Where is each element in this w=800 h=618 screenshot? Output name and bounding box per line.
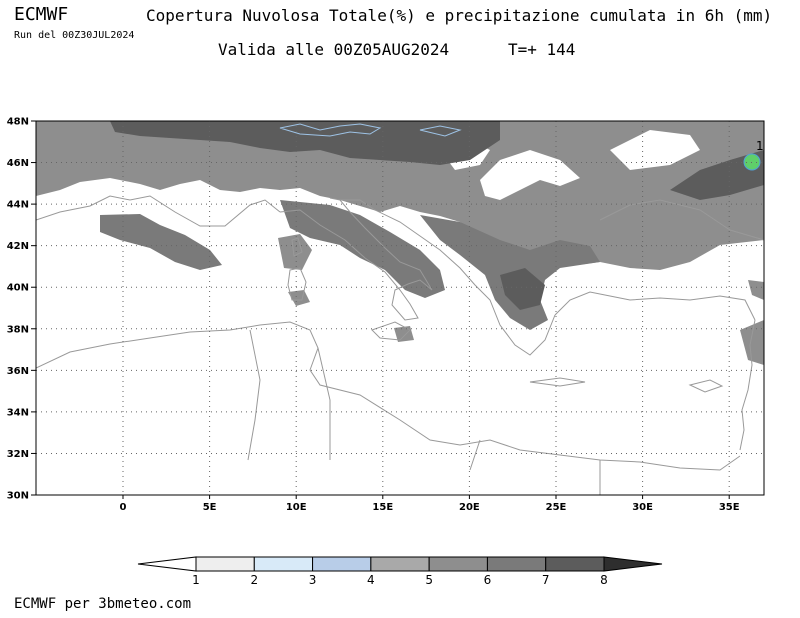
colorbar-label: 5 — [425, 573, 433, 587]
coastline-black-sea — [599, 199, 764, 241]
colorbar-label: 4 — [367, 573, 375, 587]
lat-label: 42N — [7, 241, 29, 252]
coastline-corsica — [291, 237, 303, 257]
lon-label: 0 — [120, 502, 127, 513]
coastline-north-africa — [36, 321, 741, 471]
lat-label: 46N — [7, 158, 29, 169]
coastline-sardinia — [287, 267, 307, 301]
map-title: Copertura Nuvolosa Totale(%) e precipita… — [146, 6, 773, 25]
colorbar-min-arrow — [137, 556, 197, 572]
longitude-labels: 0 5E 10E 15E 20E 25E 30E 35E — [120, 502, 740, 513]
lon-label: 35E — [719, 502, 740, 513]
precip-cell-east — [743, 153, 761, 171]
lat-label: 30N — [7, 491, 29, 502]
coastlines — [36, 195, 764, 495]
cloud-area-italy — [280, 200, 445, 298]
latitude-labels: 48N 46N 44N 42N 40N 38N 36N 34N 32N 30N — [7, 117, 29, 502]
colorbar-bin — [486, 556, 547, 572]
lon-label: 5E — [203, 502, 217, 513]
colorbar-bin — [428, 556, 488, 572]
valid-time: Valida alle 00Z05AUG2024 — [218, 40, 450, 59]
clear-area-east — [610, 130, 700, 170]
colorbar-bin — [370, 556, 430, 572]
colorbar-label: 3 — [309, 573, 317, 587]
lon-label: 30E — [632, 502, 653, 513]
colorbar-bin — [545, 556, 605, 572]
map-frame — [35, 120, 765, 496]
colorbar-bin — [253, 556, 314, 572]
colorbar-label: 7 — [542, 573, 550, 587]
cloud-area-corsica — [278, 234, 312, 270]
coastline-adriatic — [340, 199, 556, 356]
colorbar-label: 2 — [250, 573, 258, 587]
cloud-area-black-sea — [670, 150, 764, 200]
precip-contour-alps — [279, 123, 382, 137]
precipitation-contours — [279, 123, 761, 171]
graticule — [31, 120, 764, 499]
lon-label: 15E — [372, 502, 393, 513]
colorbar-bin — [195, 556, 255, 572]
precip-marker-label: 1 — [756, 139, 764, 153]
coastline-cyprus — [688, 379, 724, 393]
cloud-cover-layer — [36, 121, 764, 365]
lat-label: 40N — [7, 283, 29, 294]
forecast-step: T=+ 144 — [508, 40, 576, 59]
coastline-levant — [739, 319, 756, 451]
clear-area-balkans — [480, 150, 580, 200]
lat-label: 36N — [7, 366, 29, 377]
footer-credit: ECMWF per 3bmeteo.com — [14, 596, 192, 612]
lon-label: 10E — [286, 502, 307, 513]
cloud-area-alps — [110, 121, 500, 165]
coastline-sicily — [371, 321, 411, 341]
borders-africa — [247, 329, 601, 495]
colorbar-label: 8 — [600, 573, 608, 587]
colorbar: 1 2 3 4 5 6 7 8 — [137, 556, 663, 587]
coastline-turkey — [554, 291, 756, 321]
lon-label: 25E — [546, 502, 567, 513]
lat-label: 34N — [7, 407, 29, 418]
colorbar-max-arrow — [603, 556, 663, 572]
lon-label: 20E — [459, 502, 480, 513]
lat-label: 38N — [7, 324, 29, 335]
lat-label: 48N — [7, 117, 29, 128]
cloud-area-north — [36, 121, 764, 270]
model-name: ECMWF — [14, 4, 69, 25]
precip-contour-alps-east — [419, 125, 462, 137]
colorbar-label: 6 — [484, 573, 492, 587]
lat-label: 44N — [7, 200, 29, 211]
lat-label: 32N — [7, 449, 29, 460]
cloud-patch-levant — [740, 280, 764, 365]
run-label: Run del 00Z30JUL2024 — [14, 30, 135, 41]
coastline-italy — [279, 197, 433, 321]
colorbar-bin — [312, 556, 372, 572]
cloud-area-greece-core — [500, 268, 545, 310]
coastline-iberia — [36, 195, 281, 227]
cloud-patch-sardinia — [288, 290, 310, 306]
colorbar-label: 1 — [192, 573, 200, 587]
cloud-area-iberia — [100, 214, 222, 270]
coastline-crete — [529, 377, 586, 387]
